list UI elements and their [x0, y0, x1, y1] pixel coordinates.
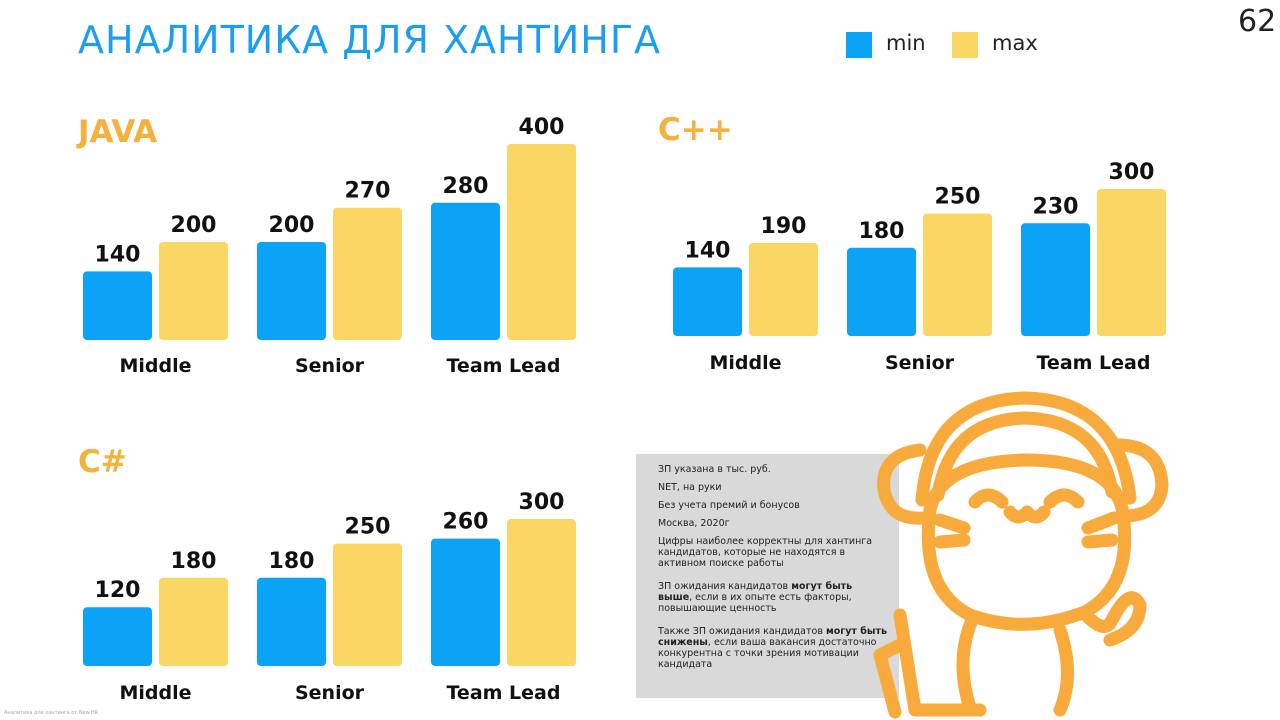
legend-label-max: max [992, 31, 1038, 55]
note-bold: могут быть выше [658, 581, 853, 603]
category-label: Senior [885, 352, 955, 374]
category-label: Middle [119, 682, 191, 704]
bar-max-middle [749, 242, 818, 336]
bar-max-middle [159, 577, 228, 666]
category-label: Middle [709, 352, 781, 374]
legend-swatch-min [846, 32, 872, 58]
data-label: 250 [345, 515, 391, 540]
data-label: 400 [519, 115, 565, 140]
chart-title-cpp: C++ [658, 112, 733, 148]
data-label: 140 [95, 242, 141, 267]
bar-max-senior [333, 543, 402, 666]
note-line: Москва, 2020г [658, 518, 730, 529]
category-label: Team Lead [1037, 352, 1151, 374]
chart-title-csharp: C# [78, 444, 127, 480]
notes-box: ЗП указана в тыс. руб. NET, на руки Без … [636, 454, 899, 698]
category-label: Middle [119, 355, 191, 377]
bar-min-senior [257, 242, 326, 340]
bar-max-middle [159, 242, 228, 340]
data-label: 190 [761, 214, 807, 239]
note-bold: могут быть снижены [658, 626, 887, 648]
legend-swatch-max [952, 32, 978, 58]
cat-mascot-illustration [873, 391, 1169, 719]
data-label: 180 [269, 549, 315, 574]
bar-min-senior [847, 247, 916, 336]
data-label: 300 [1109, 160, 1155, 185]
note-text: , если ваша вакансия достаточно конкурен… [658, 637, 877, 670]
category-label: Senior [295, 682, 365, 704]
data-label: 140 [685, 238, 731, 263]
note-line: ЗП ожидания кандидатов могут быть выше, … [658, 581, 889, 614]
data-label: 180 [859, 219, 905, 244]
footer-caption: Аналитика для хантинга от New.HR [4, 710, 99, 716]
data-label: 300 [519, 490, 565, 515]
bar-max-senior [923, 213, 992, 336]
bar-max-team-lead [1097, 189, 1166, 336]
data-label: 120 [95, 578, 141, 603]
bar-min-team-lead [431, 202, 500, 340]
note-line: Без учета премий и бонусов [658, 500, 800, 511]
bar-min-middle [673, 267, 742, 336]
note-line: ЗП указана в тыс. руб. [658, 464, 771, 475]
bar-min-team-lead [1021, 223, 1090, 336]
data-label: 280 [443, 174, 489, 199]
note-line: NET, на руки [658, 482, 722, 493]
page-number: 62 [1238, 4, 1277, 39]
note-line: Также ЗП ожидания кандидатов могут быть … [658, 626, 889, 670]
bar-max-senior [333, 207, 402, 340]
data-label: 200 [269, 213, 315, 238]
category-label: Senior [295, 355, 365, 377]
data-label: 270 [345, 179, 391, 204]
chart-title-java: JAVA [78, 114, 158, 150]
bar-min-team-lead [431, 538, 500, 666]
bar-max-team-lead [507, 519, 576, 666]
bar-min-middle [83, 607, 152, 666]
data-label: 200 [171, 213, 217, 238]
note-text: ЗП ожидания кандидатов [658, 581, 792, 592]
category-label: Team Lead [447, 355, 561, 377]
data-label: 230 [1033, 194, 1079, 219]
note-text: Также ЗП ожидания кандидатов [658, 626, 826, 637]
data-label: 180 [171, 549, 217, 574]
bar-min-senior [257, 577, 326, 666]
legend-label-min: min [886, 31, 926, 55]
note-text: , если в их опыте есть факторы, повышающ… [658, 592, 852, 614]
page-title: АНАЛИТИКА ДЛЯ ХАНТИНГА [78, 18, 661, 62]
bar-min-middle [83, 271, 152, 340]
bar-max-team-lead [507, 144, 576, 340]
data-label: 260 [443, 510, 489, 535]
category-label: Team Lead [447, 682, 561, 704]
data-label: 250 [935, 185, 981, 210]
note-line: Цифры наиболее корректны для хантинга ка… [658, 536, 873, 569]
